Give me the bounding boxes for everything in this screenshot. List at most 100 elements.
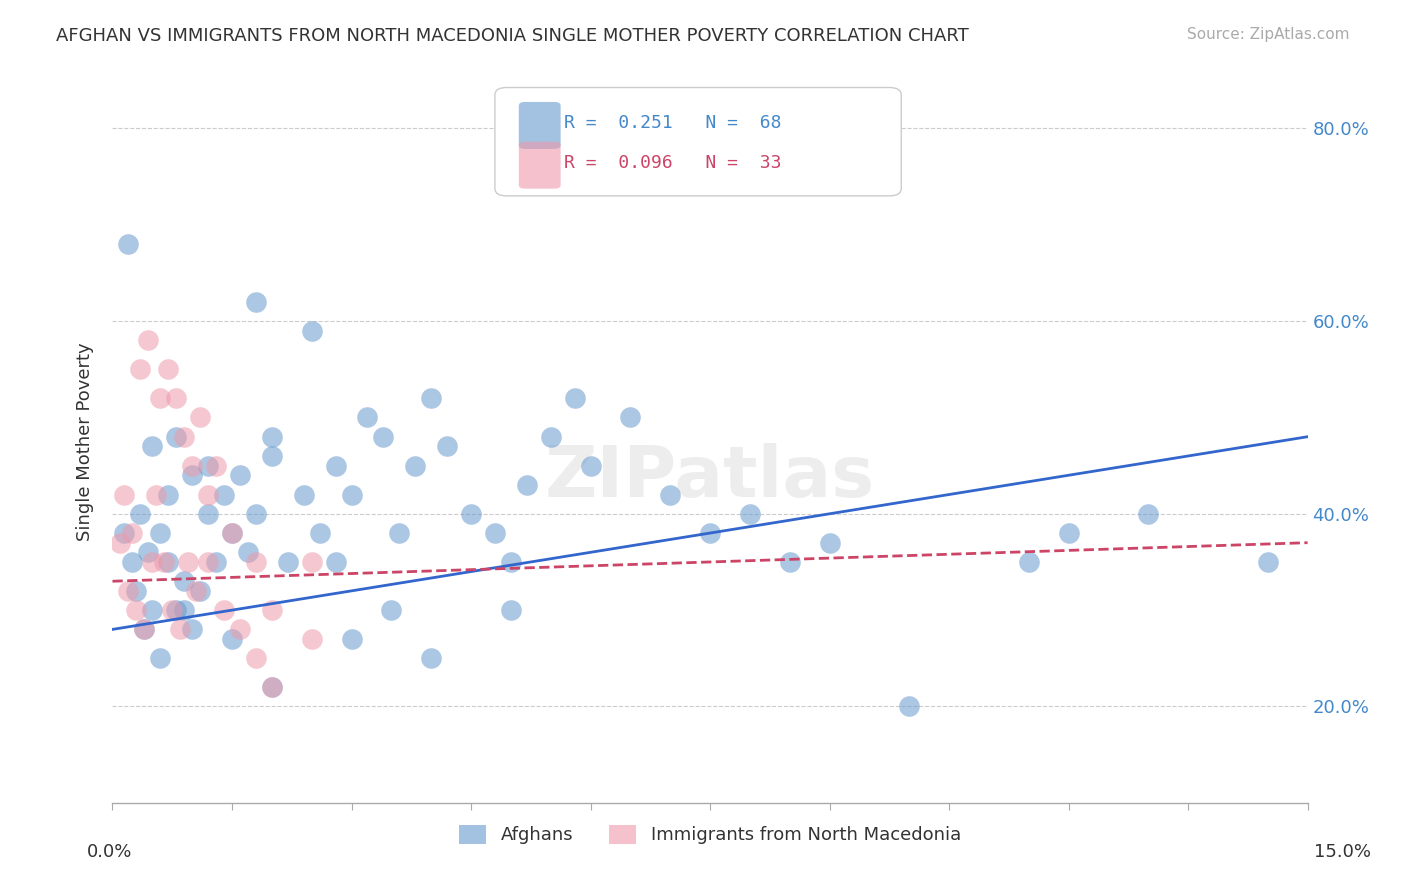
Point: [212, 603, 235, 617]
Point: [579, 458, 602, 473]
Point: [420, 391, 443, 405]
Point: [325, 458, 347, 473]
Point: [157, 555, 180, 569]
Point: [138, 334, 160, 348]
Point: [245, 651, 267, 665]
Point: [380, 603, 402, 617]
Point: [197, 507, 219, 521]
Point: [779, 555, 801, 569]
Point: [236, 545, 259, 559]
Point: [141, 603, 163, 617]
Point: [245, 555, 267, 569]
Point: [1018, 555, 1040, 569]
Point: [308, 526, 330, 541]
Point: [340, 632, 363, 646]
Point: [340, 487, 363, 501]
Point: [460, 507, 482, 521]
Point: [659, 487, 682, 501]
Text: Source: ZipAtlas.com: Source: ZipAtlas.com: [1187, 27, 1350, 42]
Point: [165, 603, 187, 617]
Point: [499, 603, 522, 617]
Point: [245, 507, 267, 521]
Point: [373, 430, 395, 444]
Point: [356, 410, 378, 425]
Point: [138, 545, 160, 559]
Point: [516, 478, 538, 492]
Y-axis label: Single Mother Poverty: Single Mother Poverty: [76, 343, 94, 541]
Point: [260, 680, 283, 694]
Point: [212, 487, 235, 501]
Point: [229, 623, 252, 637]
Point: [141, 555, 163, 569]
Point: [129, 362, 152, 376]
Point: [129, 507, 152, 521]
Point: [149, 526, 172, 541]
Point: [420, 651, 443, 665]
Point: [173, 430, 195, 444]
Point: [197, 458, 219, 473]
Point: [260, 603, 283, 617]
Point: [181, 623, 204, 637]
Point: [205, 555, 228, 569]
Point: [188, 410, 211, 425]
FancyBboxPatch shape: [495, 87, 901, 196]
Point: [157, 487, 180, 501]
Point: [145, 487, 167, 501]
Point: [149, 391, 172, 405]
Point: [121, 526, 143, 541]
Point: [125, 583, 148, 598]
Point: [221, 526, 243, 541]
Point: [292, 487, 315, 501]
Point: [564, 391, 586, 405]
Text: 15.0%: 15.0%: [1315, 843, 1371, 861]
Point: [205, 458, 228, 473]
Point: [177, 555, 200, 569]
Point: [165, 391, 187, 405]
Point: [125, 603, 148, 617]
Point: [186, 583, 208, 598]
Point: [260, 430, 283, 444]
Text: ZIPatlas: ZIPatlas: [546, 443, 875, 512]
Point: [1257, 555, 1279, 569]
Point: [499, 555, 522, 569]
Point: [277, 555, 299, 569]
Point: [121, 555, 143, 569]
Point: [898, 699, 921, 714]
Point: [325, 555, 347, 569]
Point: [388, 526, 411, 541]
Text: 0.0%: 0.0%: [87, 843, 132, 861]
Point: [114, 526, 135, 541]
Point: [169, 623, 191, 637]
Point: [301, 324, 323, 338]
Point: [117, 237, 139, 252]
Point: [699, 526, 721, 541]
Point: [221, 632, 243, 646]
Point: [1137, 507, 1160, 521]
Point: [141, 439, 163, 453]
Point: [173, 603, 195, 617]
Point: [484, 526, 506, 541]
Point: [738, 507, 761, 521]
Point: [153, 555, 176, 569]
Point: [114, 487, 135, 501]
Point: [404, 458, 426, 473]
Point: [134, 623, 156, 637]
Point: [157, 362, 180, 376]
Point: [229, 468, 252, 483]
Text: AFGHAN VS IMMIGRANTS FROM NORTH MACEDONIA SINGLE MOTHER POVERTY CORRELATION CHAR: AFGHAN VS IMMIGRANTS FROM NORTH MACEDONI…: [56, 27, 969, 45]
Point: [149, 651, 172, 665]
Point: [301, 555, 323, 569]
Point: [260, 680, 283, 694]
Point: [181, 458, 204, 473]
Point: [436, 439, 458, 453]
Text: R =  0.251   N =  68: R = 0.251 N = 68: [564, 114, 782, 132]
Point: [162, 603, 183, 617]
Point: [117, 583, 139, 598]
Point: [134, 623, 156, 637]
Point: [301, 632, 323, 646]
Point: [221, 526, 243, 541]
Point: [197, 487, 219, 501]
FancyBboxPatch shape: [519, 142, 561, 189]
Point: [173, 574, 195, 589]
Point: [245, 294, 267, 309]
